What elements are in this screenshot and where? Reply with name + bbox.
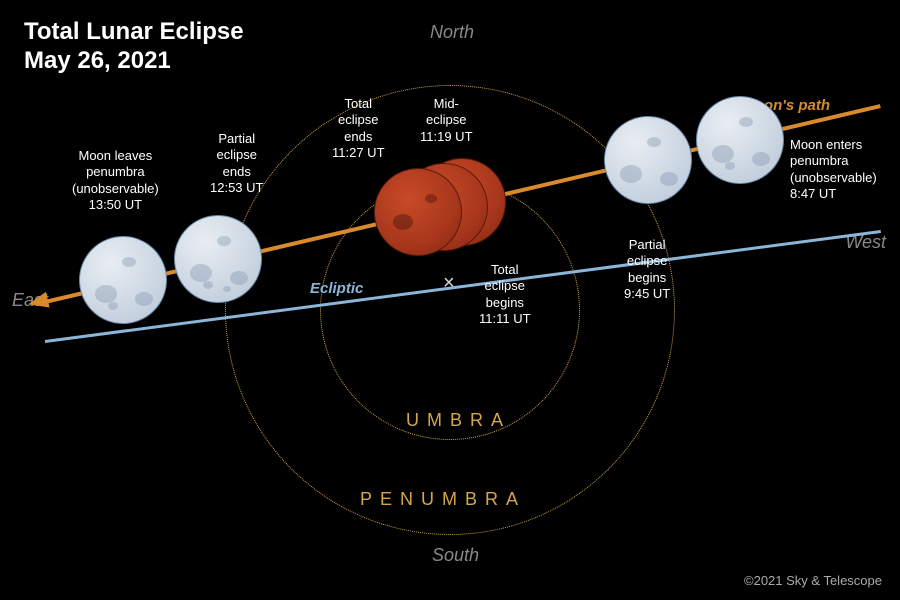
moon-surface: [80, 237, 166, 323]
label-partial-begins: Partial eclipse begins 9:45 UT: [624, 237, 670, 302]
label-total-begins: Total eclipse begins 11:11 UT: [479, 262, 531, 327]
label-total-ends: Total eclipse ends 11:27 UT: [332, 96, 385, 161]
moon-leaves-penumbra: [79, 236, 167, 324]
label-enters-penumbra: Moon enters penumbra (unobservable) 8:47…: [790, 137, 877, 202]
label-partial-ends: Partial eclipse ends 12:53 UT: [210, 131, 263, 196]
moon-total-ends: [374, 168, 462, 256]
shadow-center-cross: ×: [443, 272, 455, 295]
label-leaves-penumbra: Moon leaves penumbra (unobservable) 13:5…: [72, 148, 159, 213]
cardinal-south: South: [432, 545, 479, 566]
cardinal-north: North: [430, 22, 474, 43]
moon-surface: [697, 97, 783, 183]
title-line2: May 26, 2021: [24, 47, 171, 74]
label-mid-eclipse: Mid- eclipse 11:19 UT: [420, 96, 473, 145]
moon-enters-penumbra: [696, 96, 784, 184]
moon-surface: [605, 117, 691, 203]
umbra-label: UMBRA: [406, 410, 511, 431]
moon-partial-ends: [174, 215, 262, 303]
title-line1: Total Lunar Eclipse: [24, 18, 244, 45]
penumbra-label: PENUMBRA: [360, 489, 526, 510]
moon-surface: [175, 216, 261, 302]
diagram-title: Total Lunar Eclipse May 26, 2021: [24, 18, 244, 76]
moon-partial-begins: [604, 116, 692, 204]
moon-surface: [375, 169, 461, 255]
copyright-text: ©2021 Sky & Telescope: [744, 573, 882, 588]
ecliptic-label: Ecliptic: [310, 280, 363, 297]
